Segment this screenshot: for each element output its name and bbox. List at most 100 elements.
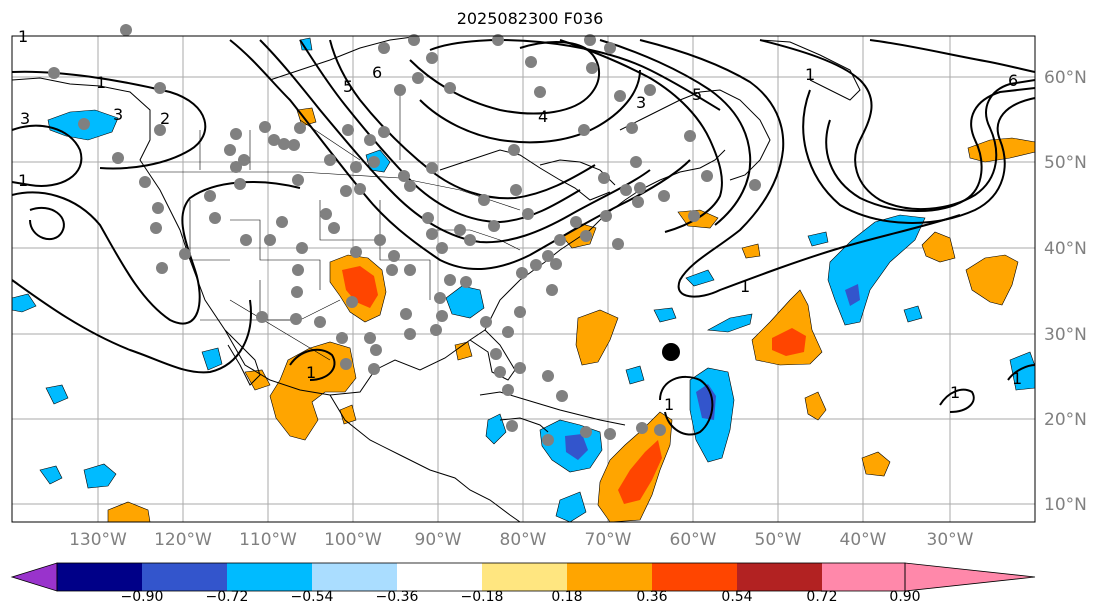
contour-label: 2 — [160, 109, 170, 128]
station-marker — [150, 222, 162, 234]
colorbar-tick-label: −0.36 — [376, 589, 419, 605]
contour-label: 1 — [306, 363, 316, 382]
station-marker — [152, 202, 164, 214]
station-marker — [230, 161, 242, 173]
station-marker — [502, 384, 514, 396]
positive-anomaly-patch — [107, 501, 151, 523]
station-marker — [630, 156, 642, 168]
station-marker — [342, 124, 354, 136]
station-marker — [238, 154, 250, 166]
station-marker — [350, 161, 362, 173]
station-marker — [292, 174, 304, 186]
station-marker — [294, 122, 306, 134]
station-marker — [400, 308, 412, 320]
colorbar-segment — [397, 563, 482, 591]
station-marker — [604, 428, 616, 440]
map-title: 2025082300 F036 — [456, 9, 604, 28]
station-marker — [492, 34, 504, 46]
colorbar-tick-label: 0.54 — [721, 589, 752, 605]
latitude-axis-labels: 60°N 50°N 40°N 30°N 20°N 10°N — [1044, 68, 1087, 515]
colorbar — [10, 562, 1036, 592]
negative-anomaly-patch — [83, 463, 117, 489]
graticule — [12, 36, 1035, 522]
station-marker — [534, 86, 546, 98]
station-marker — [324, 154, 336, 166]
negative-anomaly-patch — [653, 307, 677, 323]
positive-anomaly-patch — [575, 309, 619, 366]
moderate-negative-anomaly-patch — [565, 434, 588, 460]
station-marker — [502, 326, 514, 338]
station-marker — [516, 267, 528, 279]
station-marker — [224, 144, 236, 156]
positive-anomaly-patch — [804, 391, 827, 421]
station-marker — [154, 124, 166, 136]
station-marker — [604, 42, 616, 54]
station-marker — [434, 292, 446, 304]
negative-anomaly-patch — [685, 269, 715, 287]
contour-label: 3 — [113, 105, 123, 124]
station-markers — [48, 24, 761, 446]
station-marker — [612, 238, 624, 250]
latitude-label: 40°N — [1044, 239, 1087, 259]
station-marker — [454, 224, 466, 236]
station-marker — [620, 184, 632, 196]
colorbar-segment — [227, 563, 312, 591]
colorbar-extend-high — [904, 562, 1036, 592]
negative-anomaly-patch — [45, 384, 69, 405]
longitude-axis-labels: 130°W 120°W 110°W 100°W 90°W 80°W 70°W 6… — [69, 530, 974, 550]
station-marker — [494, 366, 506, 378]
station-marker — [542, 434, 554, 446]
map-frame — [11, 35, 1036, 523]
negative-anomaly-patch — [39, 465, 63, 485]
station-marker — [378, 126, 390, 138]
station-marker — [154, 82, 166, 94]
station-marker — [654, 424, 666, 436]
latitude-label: 50°N — [1044, 153, 1087, 173]
contour-label: 5 — [343, 77, 353, 96]
longitude-label: 100°W — [324, 530, 382, 550]
station-marker — [412, 72, 424, 84]
contour-label: 1 — [1012, 369, 1022, 388]
station-marker — [514, 306, 526, 318]
colorbar-tick-label: −0.54 — [291, 589, 334, 605]
contour-label: 3 — [20, 109, 30, 128]
station-marker — [556, 390, 568, 402]
colorbar-tick-label: −0.90 — [121, 589, 164, 605]
station-marker — [112, 152, 124, 164]
map-content: 1 1 2 3 3 4 5 6 3 5 6 1 1 1 1 1 1 1 — [11, 24, 1036, 523]
station-marker — [749, 179, 761, 191]
station-marker — [296, 242, 308, 254]
station-marker — [328, 222, 340, 234]
station-marker — [634, 182, 646, 194]
station-marker — [240, 234, 252, 246]
station-marker — [688, 210, 700, 222]
station-marker — [444, 82, 456, 94]
station-marker — [701, 170, 713, 182]
longitude-label: 30°W — [927, 530, 974, 550]
contour-label: 1 — [950, 383, 960, 402]
colorbar-segment — [142, 563, 227, 591]
station-marker — [156, 262, 168, 274]
contour-label: 1 — [96, 73, 106, 92]
moderate-negative-anomaly-patch — [845, 284, 860, 306]
strong-positive-anomaly-patch — [342, 266, 378, 308]
colorbar-segment — [57, 563, 142, 591]
station-marker — [614, 90, 626, 102]
station-marker — [514, 362, 526, 374]
station-marker — [426, 228, 438, 240]
station-marker — [290, 313, 302, 325]
station-marker — [404, 180, 416, 192]
station-marker — [546, 284, 558, 296]
station-marker — [550, 258, 562, 270]
longitude-label: 90°W — [415, 530, 462, 550]
storm-center-marker — [662, 343, 680, 361]
station-marker — [632, 196, 644, 208]
station-marker — [336, 332, 348, 344]
station-marker — [120, 24, 132, 36]
station-marker — [600, 210, 612, 222]
longitude-label: 110°W — [239, 530, 297, 550]
station-marker — [480, 316, 492, 328]
station-marker — [436, 242, 448, 254]
station-marker — [386, 264, 398, 276]
contour-label: 6 — [372, 63, 382, 82]
